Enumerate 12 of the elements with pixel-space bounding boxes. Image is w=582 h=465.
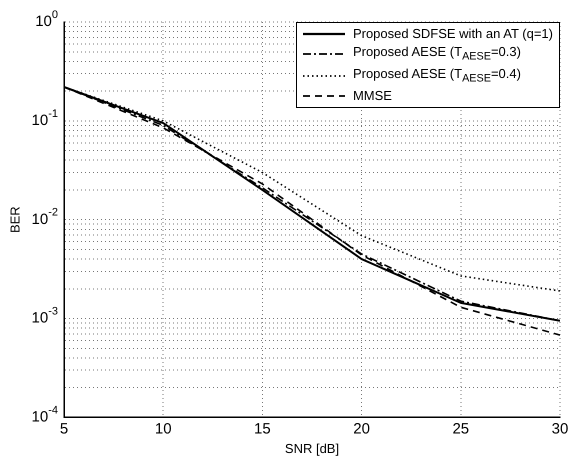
x-tick-label: 10 xyxy=(154,420,172,438)
legend-label: MMSE xyxy=(352,87,392,105)
x-tick-label: 25 xyxy=(452,420,470,438)
legend-label: Proposed SDFSE with an AT (q=1) xyxy=(352,25,553,43)
x-tick-label: 5 xyxy=(60,420,68,438)
x-tick-label: 15 xyxy=(254,420,271,438)
x-axis-title: SNR [dB] xyxy=(284,440,340,456)
y-axis-title: BER xyxy=(7,206,22,234)
x-tick-label: 30 xyxy=(552,420,568,438)
legend-label: Proposed AESE (T$_{AESE}$=0.3) xyxy=(352,42,521,64)
legend-label: Proposed AESE (T$_{AESE}$=0.4) xyxy=(352,64,521,86)
x-tick-label: 20 xyxy=(353,420,370,438)
